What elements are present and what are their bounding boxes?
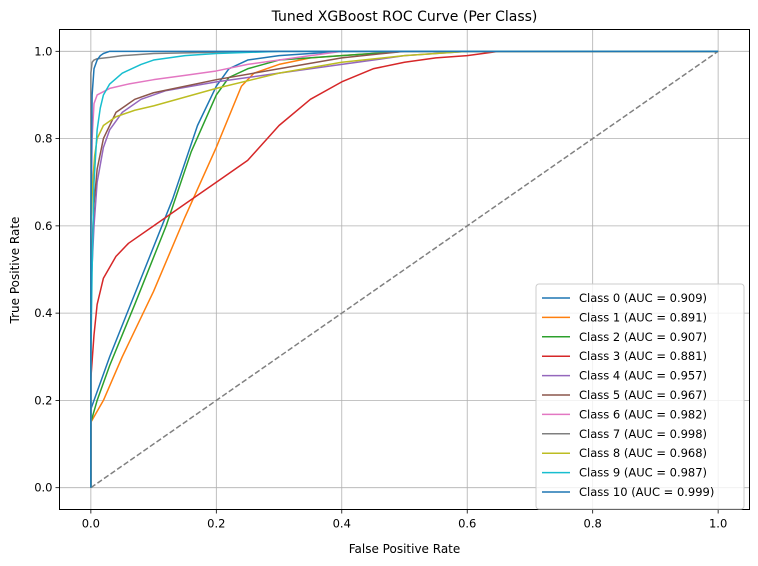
x-tick-label: 0.2	[207, 517, 225, 531]
y-tick-label: 0.2	[34, 393, 52, 407]
legend-entry: Class 3 (AUC = 0.881)	[579, 349, 707, 363]
y-tick-label: 0.4	[34, 306, 52, 320]
legend-entry: Class 10 (AUC = 0.999)	[579, 485, 714, 499]
series-line-class-6	[90, 50, 719, 488]
y-tick-label: 1.0	[34, 44, 52, 58]
y-axis-label: True Positive Rate	[8, 217, 22, 325]
legend-box	[535, 283, 745, 510]
series-line-class-10	[90, 50, 719, 488]
x-tick-label: 0.4	[333, 517, 351, 531]
legend-entry: Class 8 (AUC = 0.968)	[579, 446, 707, 460]
series-line-class-9	[90, 50, 719, 488]
y-tick-label: 0.6	[34, 219, 52, 233]
legend-entry: Class 0 (AUC = 0.909)	[579, 291, 707, 305]
random-classifier-line	[90, 50, 719, 489]
diagonal-reference	[90, 50, 719, 489]
series-line-class-3	[90, 50, 719, 488]
legend-entry: Class 9 (AUC = 0.987)	[579, 466, 707, 480]
legend: Class 0 (AUC = 0.909) Class 1 (AUC = 0.89…	[535, 283, 745, 510]
y-tick-label: 0.8	[34, 132, 52, 146]
legend-entry: Class 7 (AUC = 0.998)	[579, 427, 707, 441]
legend-entry: Class 2 (AUC = 0.907)	[579, 330, 707, 344]
y-tick-label: 0.0	[34, 481, 52, 495]
plot-frame	[59, 29, 750, 510]
series-line-class-5	[90, 50, 719, 488]
x-axis-label: False Positive Rate	[349, 542, 461, 556]
x-tick-label: 0.6	[458, 517, 476, 531]
series-lines	[90, 50, 719, 488]
x-tick-label: 1.0	[709, 517, 727, 531]
legend-entry: Class 4 (AUC = 0.957)	[579, 369, 707, 383]
legend-entry: Class 1 (AUC = 0.891)	[579, 310, 707, 324]
series-line-class-8	[90, 50, 719, 488]
axis-ticks: 0.0 0.2 0.4 0.6 0.8 1.0 0.0 0.2 0.4 0.6 0.8 1.0	[34, 44, 727, 530]
x-tick-label: 0.0	[82, 517, 100, 531]
chart-title: Tuned XGBoost ROC Curve (Per Class)	[271, 9, 538, 25]
x-tick-label: 0.8	[584, 517, 602, 531]
legend-entry: Class 5 (AUC = 0.967)	[579, 388, 707, 402]
legend-entry: Class 6 (AUC = 0.982)	[579, 407, 707, 421]
